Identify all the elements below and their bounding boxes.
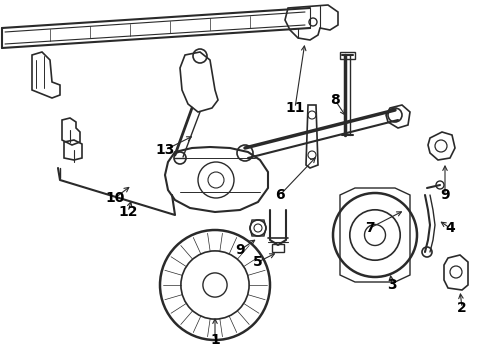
Text: 9: 9 [235,243,245,257]
Text: 6: 6 [275,188,285,202]
Text: 3: 3 [387,278,397,292]
Text: 12: 12 [118,205,138,219]
Text: 1: 1 [210,333,220,347]
Text: 10: 10 [105,191,124,205]
Text: 2: 2 [457,301,467,315]
Text: 13: 13 [155,143,175,157]
Text: 9: 9 [440,188,450,202]
Text: 7: 7 [365,221,375,235]
Text: 5: 5 [253,255,263,269]
Text: 11: 11 [285,101,305,115]
Text: 4: 4 [445,221,455,235]
Text: 8: 8 [330,93,340,107]
